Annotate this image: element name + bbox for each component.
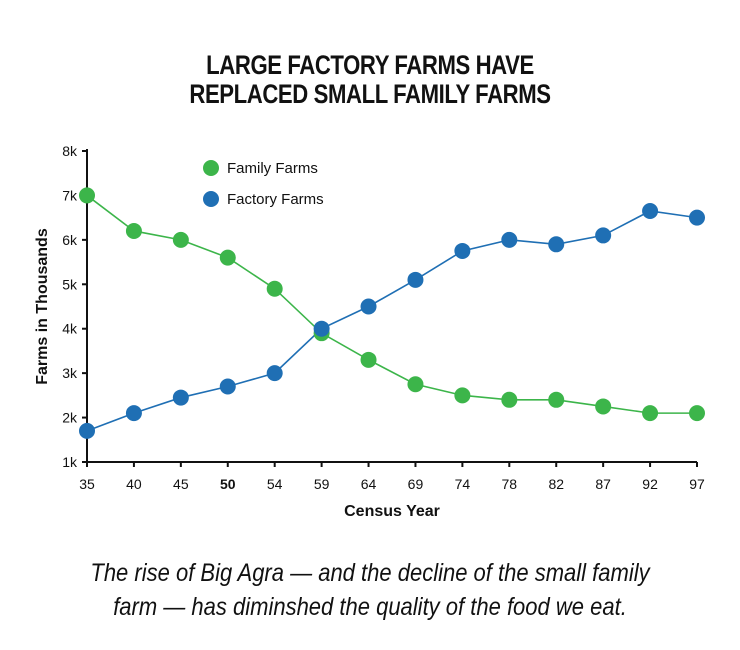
family-farms-point [595,398,612,415]
x-tick-label: 35 [79,476,95,492]
family-farms-point [501,391,518,408]
legend-marker-family-farms [203,160,219,176]
family-farms-point [266,280,283,297]
x-tick-label: 78 [502,476,518,492]
y-tick-label: 6k [62,232,78,248]
family-farms-point [125,222,142,239]
caption-line-2: farm — has diminshed the quality of the … [113,593,627,621]
factory-farms-point [79,422,95,439]
factory-farms-point [219,378,236,395]
x-tick-label: 45 [173,476,189,492]
factory-farms-point [313,320,330,337]
factory-farms-point [642,202,659,219]
factory-farms-point [266,365,283,382]
factory-farms-point [407,271,424,288]
x-tick-label: 64 [361,476,377,492]
factory-farms-point [125,405,142,422]
factory-farms-point [501,231,518,248]
y-tick-label: 8k [62,143,78,159]
x-tick-label: 69 [408,476,424,492]
family-farms-point [548,391,565,408]
y-axis-label: Farms in Thousands [34,228,51,385]
factory-farms-point [454,242,471,259]
x-tick-label: 82 [548,476,564,492]
y-tick-label: 1k [62,454,78,470]
x-tick-label: 74 [455,476,471,492]
factory-farms-point [548,236,565,253]
family-farms-point [79,187,95,204]
factory-farms-point [172,389,189,406]
chart-title-line-2: REPLACED SMALL FAMILY FARMS [189,79,551,109]
factory-farms-point [360,298,377,315]
x-tick-label: 40 [126,476,142,492]
x-tick-label: 92 [642,476,658,492]
y-tick-label: 5k [62,276,78,292]
x-axis-label: Census Year [344,503,440,520]
family-farms-point [172,231,189,248]
y-tick-label: 3k [62,365,78,381]
x-tick-label: 87 [595,476,611,492]
factory-farms-point [689,209,705,226]
factory-farms-point [595,227,612,244]
family-farms-point [407,376,424,393]
y-tick-label: 2k [62,410,78,426]
family-farms-point [219,249,236,266]
x-tick-label: 54 [267,476,283,492]
family-farms-point [642,405,659,422]
y-tick-label: 7k [62,187,78,203]
family-farms-point [454,387,471,404]
legend-label-factory-farms: Factory Farms [227,191,324,208]
line-chart: 1k 2k 3k 4k 5k 6k 7k 8k 35 40 45 50 54 59 64 69 74 78 82 87… [34,143,705,520]
legend-marker-factory-farms [203,191,219,207]
x-tick-label: 59 [314,476,330,492]
y-tick-label: 4k [62,321,78,337]
legend-label-family-farms: Family Farms [227,160,318,177]
family-farms-point [689,405,705,422]
chart-title-line-1: LARGE FACTORY FARMS HAVE [206,50,534,80]
family-farms-point [360,351,377,368]
x-tick-label: 50 [220,476,236,492]
x-tick-label: 97 [689,476,705,492]
caption-line-1: The rise of Big Agra — and the decline o… [90,559,650,587]
